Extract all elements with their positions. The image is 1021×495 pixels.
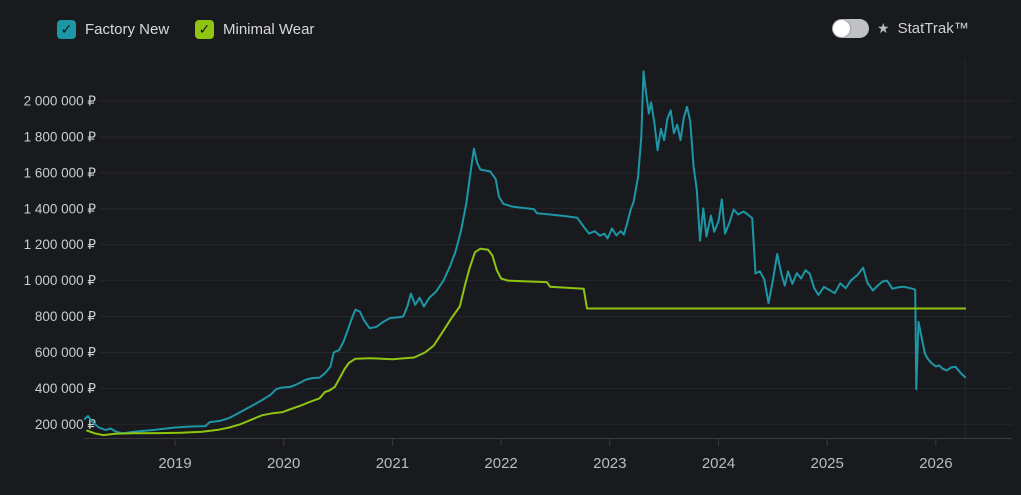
star-icon: ★ (877, 20, 890, 36)
series-minimal-wear (86, 247, 967, 437)
y-axis-label: 1 200 000 ₽ (24, 237, 97, 252)
stattrak-control: ★ StatTrak™ (832, 19, 969, 38)
y-axis-label: 800 000 ₽ (35, 309, 97, 324)
x-axis-label: 2026 (919, 455, 952, 472)
minimal-wear-checkbox[interactable]: ✓ (195, 20, 214, 39)
y-axis-label: 2 000 000 ₽ (24, 94, 97, 109)
x-axis-label: 2024 (702, 455, 735, 472)
legend-item-factory-new[interactable]: ✓ Factory New (57, 20, 169, 39)
checkmark-icon: ✓ (198, 21, 211, 37)
legend-item-minimal-wear[interactable]: ✓ Minimal Wear (195, 20, 314, 39)
factory-new-checkbox[interactable]: ✓ (57, 20, 76, 39)
y-axis-label: 1 000 000 ₽ (24, 273, 97, 288)
y-axis-label: 1 600 000 ₽ (24, 165, 97, 180)
y-axis-label: 200 000 ₽ (35, 417, 97, 432)
x-axis-label: 2020 (267, 455, 300, 472)
x-axis-label: 2021 (376, 455, 409, 472)
stattrak-toggle[interactable] (832, 19, 869, 38)
x-axis-label: 2023 (593, 455, 626, 472)
checkmark-icon: ✓ (60, 21, 73, 37)
y-axis-label: 600 000 ₽ (35, 345, 97, 360)
y-axis-label: 1 800 000 ₽ (24, 129, 97, 144)
x-axis-label: 2025 (811, 455, 844, 472)
minimal-wear-label: Minimal Wear (223, 21, 315, 38)
stattrak-label: StatTrak™ (897, 20, 969, 37)
x-axis-label: 2022 (484, 455, 517, 472)
series-factory-new (83, 70, 967, 435)
x-axis-label: 2019 (158, 455, 191, 472)
y-axis-label: 1 400 000 ₽ (24, 201, 97, 216)
toggle-knob (833, 20, 850, 37)
y-axis-label: 400 000 ₽ (35, 381, 97, 396)
factory-new-label: Factory New (85, 21, 170, 38)
